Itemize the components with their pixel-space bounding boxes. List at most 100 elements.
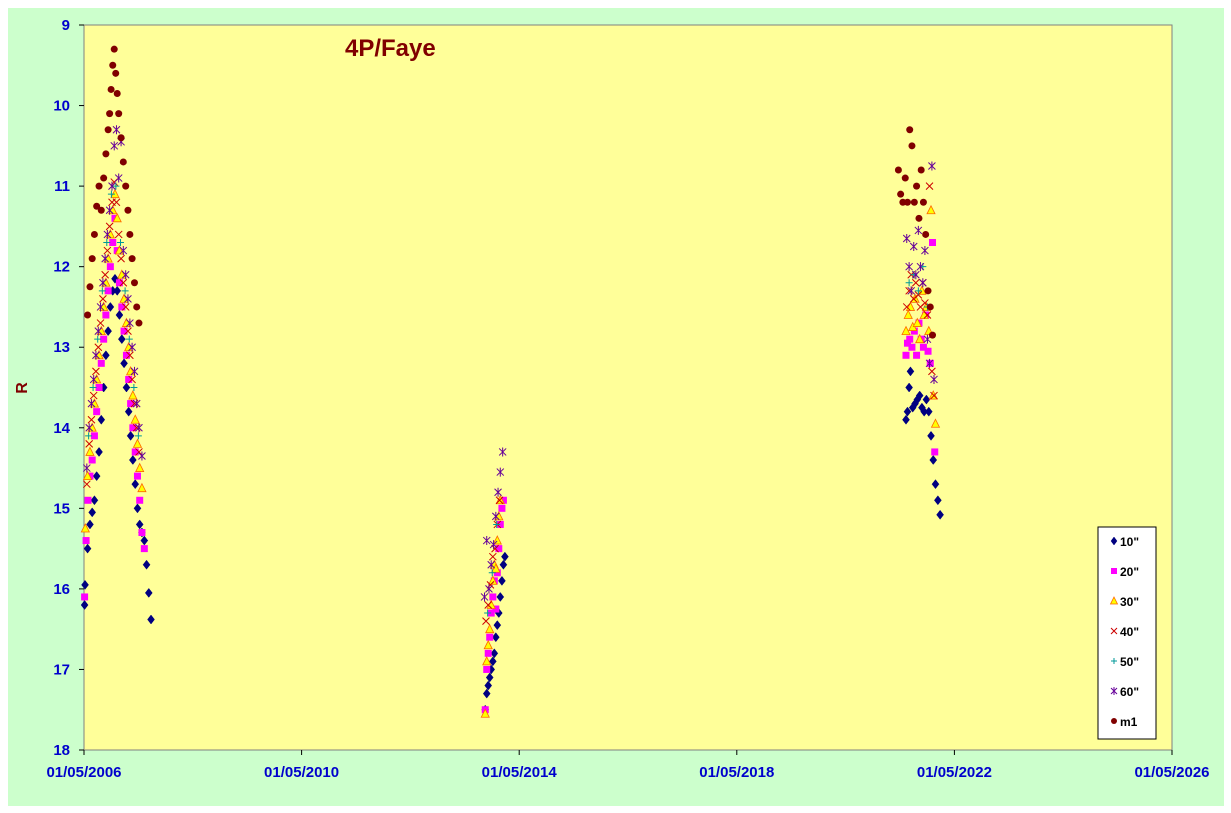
data-point <box>492 535 502 545</box>
data-point <box>89 391 98 400</box>
data-point <box>92 367 100 376</box>
data-point <box>121 270 130 280</box>
data-point <box>121 287 129 295</box>
data-point <box>910 327 918 335</box>
data-point <box>133 503 142 514</box>
legend-marker <box>1110 687 1118 695</box>
data-point <box>95 447 103 457</box>
data-point <box>118 303 126 311</box>
data-point <box>90 432 98 440</box>
data-point <box>913 182 921 190</box>
y-tick-label: 15 <box>53 500 70 517</box>
data-point <box>901 174 909 182</box>
data-point <box>919 198 927 206</box>
data-point <box>86 283 94 291</box>
data-point <box>97 206 105 214</box>
data-point <box>128 342 136 352</box>
data-point <box>903 339 911 347</box>
data-point <box>113 285 122 296</box>
data-point <box>927 430 935 441</box>
data-point <box>102 311 110 319</box>
data-point <box>135 519 144 530</box>
data-point <box>110 141 119 151</box>
data-point <box>929 331 937 339</box>
data-point <box>489 540 498 550</box>
y-tick-label: 13 <box>53 339 70 356</box>
data-point <box>132 438 143 448</box>
data-point <box>105 205 114 215</box>
data-point <box>85 423 94 433</box>
data-point <box>909 242 918 252</box>
legend: 10" 20" 30" 40" 50" 60" m1 <box>1097 526 1157 740</box>
plot-area <box>83 24 1173 751</box>
data-point <box>140 545 148 553</box>
data-point <box>95 182 103 190</box>
data-point <box>487 609 495 617</box>
data-point <box>96 302 105 312</box>
data-point <box>486 581 495 589</box>
legend-label: m1 <box>1120 715 1138 729</box>
data-point <box>126 351 134 360</box>
data-point <box>928 161 936 171</box>
data-point <box>103 229 112 239</box>
data-point <box>482 617 490 625</box>
x-tick-label: 01/05/2014 <box>482 764 558 781</box>
data-point <box>124 406 133 417</box>
data-point <box>915 390 924 401</box>
data-point <box>128 375 136 384</box>
data-point <box>925 182 934 190</box>
data-point <box>124 294 132 304</box>
data-point <box>114 230 123 239</box>
data-point <box>906 366 915 377</box>
data-point <box>95 384 103 391</box>
data-point <box>132 399 141 409</box>
data-point <box>87 399 96 409</box>
legend-marker <box>1111 658 1117 664</box>
data-point <box>902 414 910 425</box>
data-point <box>115 279 123 287</box>
data-point <box>138 451 146 461</box>
data-point <box>484 609 492 617</box>
data-point <box>120 358 128 369</box>
data-point <box>101 254 110 264</box>
data-point <box>100 335 108 343</box>
data-point <box>85 432 93 440</box>
data-point <box>128 255 136 263</box>
data-point <box>122 182 130 190</box>
data-point <box>124 206 132 214</box>
data-point <box>499 559 508 570</box>
data-point <box>930 374 938 384</box>
data-point <box>106 263 114 271</box>
y-tick-label: 11 <box>54 178 70 195</box>
data-point <box>906 126 914 134</box>
y-tick-label: 18 <box>53 742 70 759</box>
data-point <box>89 374 98 384</box>
data-point <box>936 509 944 520</box>
data-point <box>142 559 151 570</box>
legend-marker <box>1110 536 1118 546</box>
data-point <box>130 414 140 424</box>
data-point <box>131 448 139 456</box>
data-point <box>80 523 90 533</box>
data-point <box>491 632 500 643</box>
data-point <box>131 479 140 490</box>
data-point <box>125 375 133 383</box>
data-point <box>85 440 94 448</box>
x-tick-label: 01/05/2010 <box>264 764 339 781</box>
data-point <box>903 198 911 206</box>
data-point <box>135 462 145 472</box>
data-point <box>130 366 139 376</box>
data-point <box>492 605 500 613</box>
data-point <box>112 125 121 135</box>
series-0 <box>80 273 944 715</box>
data-point <box>483 665 491 673</box>
data-point <box>922 230 930 238</box>
data-point <box>930 391 938 400</box>
legend-marker <box>1111 718 1117 724</box>
data-point <box>102 150 110 158</box>
data-point <box>81 579 89 590</box>
data-point <box>924 406 933 417</box>
data-point <box>918 278 927 288</box>
